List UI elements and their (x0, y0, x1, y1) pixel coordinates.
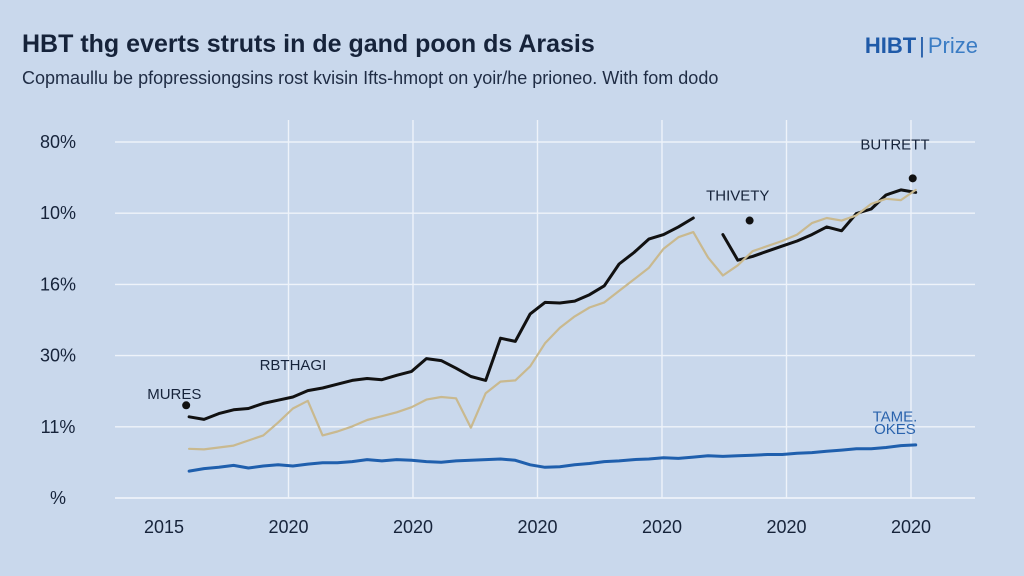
series-line-1 (187, 188, 918, 421)
annotation-label: MURES (147, 386, 201, 403)
y-tick-label: 16% (40, 274, 76, 294)
y-tick-label: 11% (41, 417, 76, 437)
x-tick-label: 2020 (891, 517, 931, 537)
x-tick-label: 2020 (393, 517, 433, 537)
series-marker (182, 401, 191, 410)
x-tick-label: 2020 (642, 517, 682, 537)
series-line-3 (187, 443, 918, 473)
brand-strong: HIBT (864, 33, 917, 58)
brand-logo: HIBT | Prize (865, 33, 978, 59)
x-tick-label: 2020 (766, 517, 806, 537)
annotation-label: RBTHAGI (260, 357, 327, 374)
annotation-label: TAME. (873, 408, 918, 425)
chart-subtitle: Copmaullu be pfopressiongsins rost kvisi… (22, 68, 719, 88)
y-tick-label: % (50, 488, 66, 508)
annotation-label: THIVETY (706, 188, 769, 205)
brand-light: Prize (927, 33, 978, 58)
y-tick-label: 10% (40, 203, 76, 223)
brand-separator: | (919, 33, 925, 58)
series-line-2 (188, 188, 917, 451)
series-marker (908, 174, 917, 183)
series-marker (745, 216, 754, 225)
x-tick-label: 2015 (144, 517, 184, 537)
annotation-label: BUTRETT (860, 137, 929, 154)
annotation-label: OKES (874, 421, 916, 438)
y-tick-label: 80% (40, 132, 76, 152)
x-tick-label: 2020 (268, 517, 308, 537)
y-tick-label: 30% (40, 346, 76, 366)
x-tick-label: 2020 (517, 517, 557, 537)
chart-title: HBT thg everts struts in de gand poon ds… (22, 30, 595, 58)
